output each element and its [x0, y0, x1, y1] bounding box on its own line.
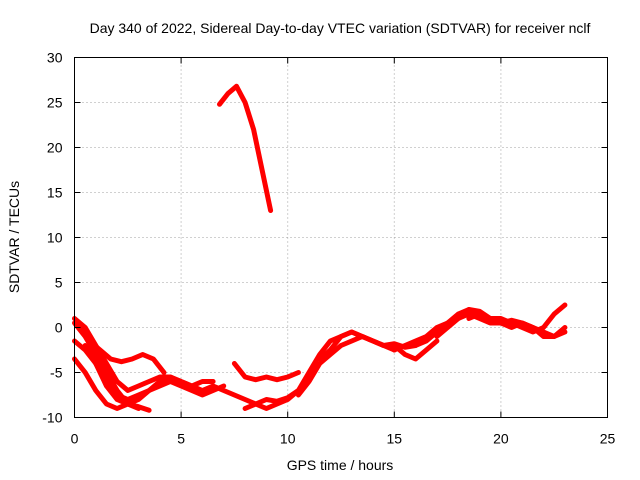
x-tick-label: 15: [387, 431, 403, 447]
y-tick-label: 30: [47, 50, 63, 66]
chart-title: Day 340 of 2022, Sidereal Day-to-day VTE…: [90, 20, 591, 36]
y-tick-label: 25: [47, 95, 63, 111]
y-tick-label: -10: [42, 410, 62, 426]
series-line-sat-k: [317, 329, 440, 362]
x-tick-label: 10: [280, 431, 296, 447]
tick-layer: 0 5 10 15 20 25 -10 -5 0 5 10 15 20 25 30: [42, 50, 615, 447]
series-line-sat-h: [231, 361, 301, 383]
series-line-sat-o: [466, 311, 568, 339]
x-tick-label: 25: [600, 431, 616, 447]
series-layer: [72, 83, 568, 413]
series-line-sat-m: [413, 311, 568, 348]
y-tick-label: 15: [47, 185, 63, 201]
y-tick-label: 20: [47, 140, 63, 156]
series-line-sat-f: [82, 343, 152, 413]
y-tick-label: 10: [47, 230, 63, 246]
x-tick-label: 5: [177, 431, 185, 447]
series-line-sat-e: [76, 320, 167, 375]
y-tick-label: -5: [50, 365, 63, 381]
series-line-sat-g: [217, 83, 274, 213]
x-axis-label: GPS time / hours: [287, 457, 394, 473]
y-tick-label: 5: [55, 275, 63, 291]
x-tick-label: 20: [493, 431, 509, 447]
y-axis-label: SDTVAR / TECUs: [6, 181, 22, 293]
x-tick-label: 0: [71, 431, 79, 447]
y-tick-label: 0: [55, 320, 63, 336]
